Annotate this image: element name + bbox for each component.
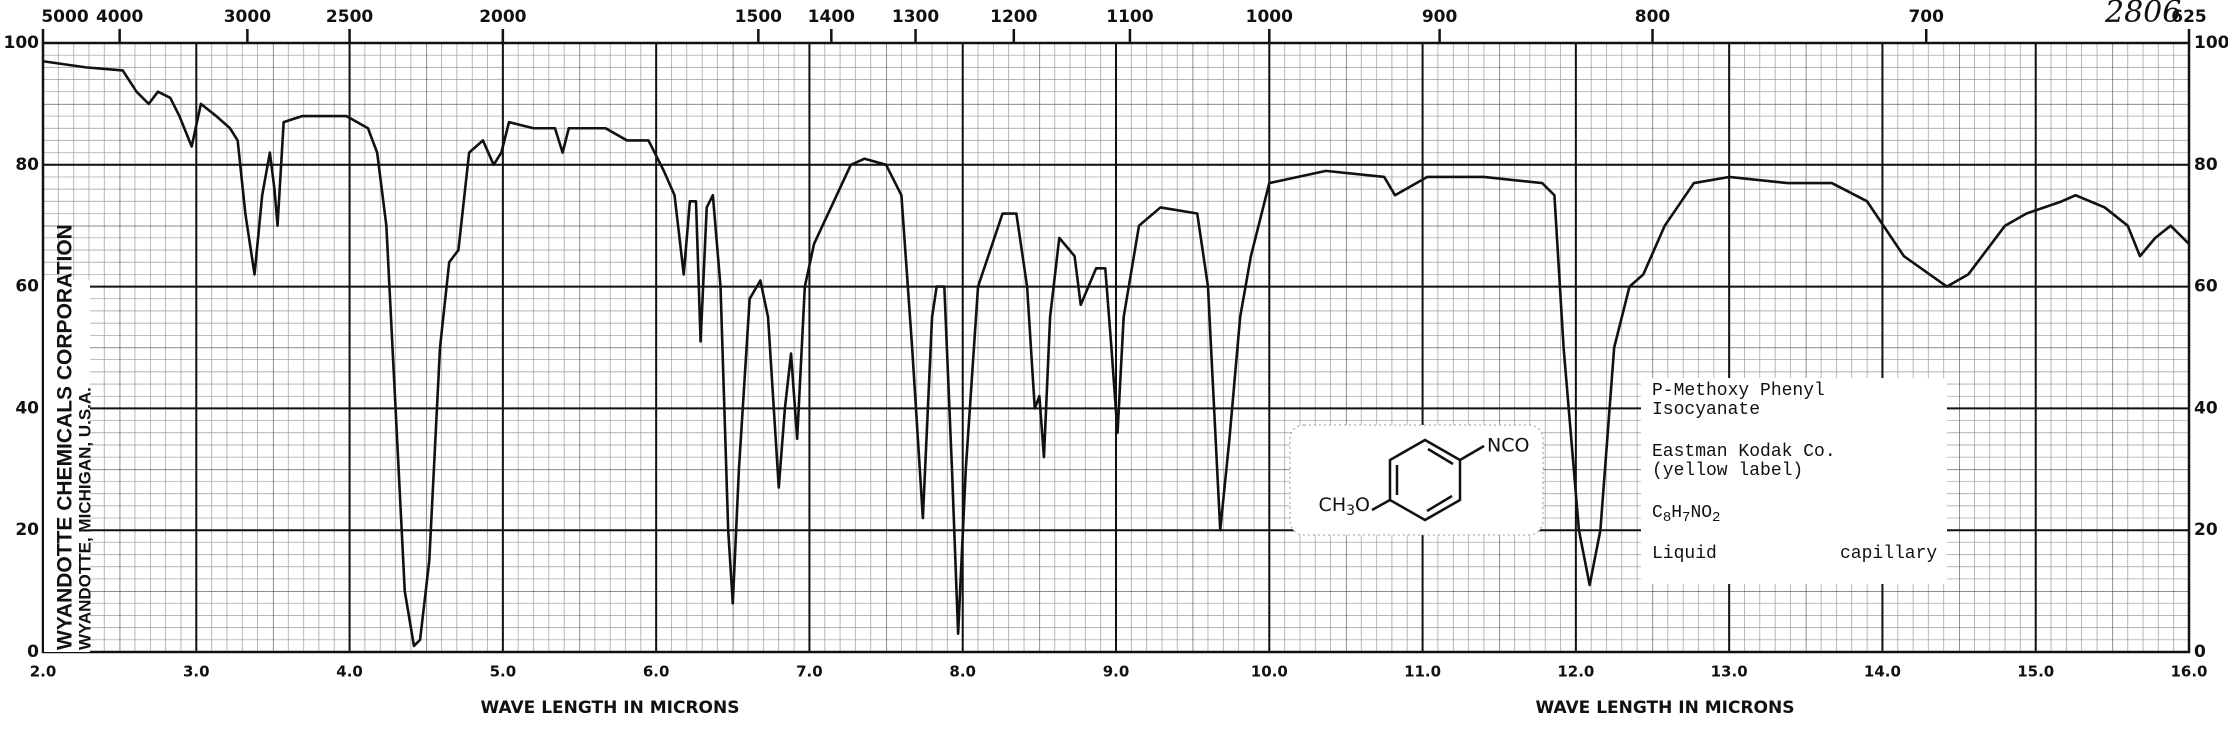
top-tick-label: 900 — [1422, 7, 1458, 27]
x-tick-label: 14.0 — [1864, 663, 1901, 681]
sample-formula: C8H7NO2 — [1652, 503, 1720, 526]
top-tick-label: 2000 — [479, 7, 526, 27]
top-tick-label: 1200 — [990, 7, 1037, 27]
group-part: CH — [1319, 494, 1347, 516]
top-tick-label: 3000 — [224, 7, 271, 27]
publisher-name: WYANDOTTE CHEMICALS CORPORATION — [54, 224, 77, 650]
x-tick-label: 15.0 — [2017, 663, 2054, 681]
x-axis-label: WAVE LENGTH IN MICRONS — [1536, 698, 1795, 718]
y-tick-label: 0 — [27, 642, 39, 662]
formula-part: C — [1652, 503, 1663, 523]
top-tick-label: 2500 — [326, 7, 373, 27]
plot-frame — [41, 41, 2191, 654]
y-tick-label-right: 100 — [2194, 33, 2228, 53]
spectrum — [42, 59, 2190, 648]
x-tick-label: 10.0 — [1251, 663, 1288, 681]
formula-subscript: 8 — [1663, 510, 1671, 526]
y-tick-label-right: 60 — [2194, 277, 2218, 297]
formula-part: NO — [1690, 503, 1712, 523]
sample-name: P-Methoxy Phenyl — [1652, 381, 1825, 401]
y-tick-label: 20 — [15, 520, 39, 540]
sample-name: Isocyanate — [1652, 400, 1760, 420]
x-tick-label: 12.0 — [1557, 663, 1594, 681]
top-tick-label: 700 — [1908, 7, 1944, 27]
y-tick-label: 60 — [15, 277, 39, 297]
x-tick-label: 6.0 — [643, 663, 670, 681]
publisher: WYANDOTTE CHEMICALS CORPORATION WYANDOTT… — [44, 224, 94, 652]
y-tick-label: 80 — [15, 155, 39, 175]
x-tick-label: 16.0 — [2170, 663, 2207, 681]
formula-subscript: 2 — [1712, 510, 1720, 526]
x-tick-label: 8.0 — [949, 663, 976, 681]
double-bond — [1427, 447, 1454, 466]
top-tick-label: 800 — [1635, 7, 1671, 27]
y-tick-label-right: 0 — [2194, 642, 2206, 662]
methoxy: CH3O — [1319, 494, 1370, 520]
sample-source: Eastman Kodak Co. — [1652, 442, 1836, 462]
handwritten-number: 2806 — [2104, 0, 2181, 30]
y-tick-label-right: 40 — [2194, 398, 2218, 418]
top-tick-label: 1000 — [1246, 7, 1293, 27]
bond — [1371, 498, 1391, 512]
publisher-backdrop — [44, 280, 90, 652]
top-tick-label: 1400 — [808, 7, 855, 27]
structure: NCO CH3O — [1289, 424, 1544, 536]
x-tick-label: 3.0 — [183, 663, 210, 681]
substituent: NCO — [1487, 435, 1529, 457]
group-subscript: 3 — [1346, 503, 1355, 519]
publisher-address: WYANDOTTE, MICHIGAN, U.S.A. — [75, 387, 94, 650]
double-bond — [1426, 494, 1453, 513]
group-part: O — [1355, 494, 1370, 516]
spectrum-line — [42, 59, 2190, 648]
top-tick-label: 4000 — [96, 7, 143, 27]
top-tick-label: 1300 — [892, 7, 939, 27]
y-tick-label-right: 20 — [2194, 520, 2218, 540]
x-axis-label: WAVE LENGTH IN MICRONS — [481, 698, 740, 718]
y-tick-label: 100 — [4, 33, 40, 53]
x-tick-label: 9.0 — [1103, 663, 1130, 681]
label-box — [1641, 378, 1947, 584]
x-tick-label: 2.0 — [30, 663, 57, 681]
bond — [1459, 444, 1485, 462]
formula-part: H — [1671, 503, 1682, 523]
top-tick-label: 5000 — [41, 7, 88, 27]
x-tick-label: 7.0 — [796, 663, 823, 681]
sample-source: (yellow label) — [1652, 461, 1803, 481]
y-tick-label: 40 — [15, 398, 39, 418]
top-tick-label: 1100 — [1106, 7, 1153, 27]
y-tick-label-right: 80 — [2194, 155, 2218, 175]
structure-box — [1289, 424, 1544, 536]
sample-cell: capillary — [1840, 544, 1937, 564]
top-tick-label: 625 — [2171, 7, 2207, 27]
formula-subscript: 7 — [1682, 510, 1690, 526]
sample-state: Liquid — [1652, 544, 1717, 564]
x-tick-label: 13.0 — [1711, 663, 1748, 681]
top-tick-label: 1500 — [735, 7, 782, 27]
sample-label: P-Methoxy Phenyl Isocyanate Eastman Koda… — [1641, 378, 1947, 584]
x-tick-label: 11.0 — [1404, 663, 1441, 681]
x-tick-label: 4.0 — [336, 663, 363, 681]
x-tick-label: 5.0 — [490, 663, 517, 681]
